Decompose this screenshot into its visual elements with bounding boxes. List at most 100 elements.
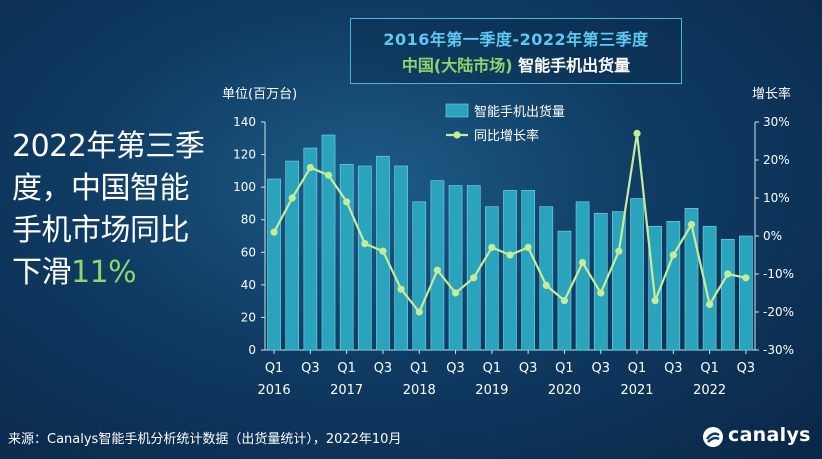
growth-point [451, 289, 460, 297]
y-tick-label: 120 [233, 148, 256, 162]
legend-line-label: 同比增长率 [474, 128, 539, 144]
x-tick-label: Q1 [410, 361, 429, 376]
bar [321, 134, 336, 351]
chart-title-market: 中国(大陆市场) [401, 56, 513, 75]
legend-line-marker [453, 131, 461, 139]
bar [575, 201, 590, 351]
growth-point [742, 274, 750, 282]
x-year-label: 2022 [693, 383, 726, 398]
bar [285, 160, 300, 351]
bar [539, 206, 554, 351]
x-tick-label: Q1 [628, 361, 647, 376]
x-year-label: 2020 [548, 383, 581, 398]
chart-title-box: 2016年第一季度-2022年第三季度 中国(大陆市场) 智能手机出货量 [350, 18, 682, 84]
growth-point [306, 164, 314, 172]
x-tick-label: Q3 [591, 361, 610, 376]
legend-bar-label: 智能手机出货量 [474, 104, 565, 120]
growth-point [506, 251, 514, 259]
growth-point [415, 308, 423, 316]
chart-title-metric: 智能手机出货量 [512, 56, 631, 75]
growth-point [397, 285, 405, 293]
y2-tick-label: 20% [763, 153, 790, 167]
bar [521, 190, 535, 351]
bar [612, 211, 626, 351]
growth-point [687, 221, 696, 229]
growth-point [288, 194, 296, 202]
x-tick-label: Q1 [483, 361, 502, 376]
x-year-label: 2019 [475, 383, 508, 398]
y2-tick-label: 10% [763, 191, 790, 205]
headline: 2022年第三季度，中国智能手机市场同比下滑11% [12, 126, 212, 294]
x-tick-label: Q3 [301, 361, 320, 376]
growth-point [542, 281, 550, 289]
growth-point [651, 297, 659, 305]
x-tick-label: Q3 [519, 361, 538, 376]
growth-point [633, 129, 641, 137]
growth-point [578, 259, 587, 267]
growth-point [597, 289, 605, 297]
x-tick-label: Q1 [337, 361, 356, 376]
y-tick-label: 40 [241, 278, 256, 292]
bar [303, 147, 318, 351]
y-tick-label: 60 [241, 245, 256, 259]
bar [720, 238, 735, 351]
y2-axis-title: 增长率 [752, 86, 791, 102]
headline-percent: 11% [71, 255, 137, 290]
bar [267, 178, 281, 351]
y-tick-label: 80 [241, 213, 256, 227]
growth-point [379, 247, 387, 255]
bar [357, 165, 372, 351]
y2-tick-label: -20% [763, 305, 794, 319]
canalys-logo-text: canalys [728, 424, 811, 446]
x-tick-label: Q3 [664, 361, 683, 376]
x-tick-label: Q1 [700, 361, 719, 376]
bar [394, 165, 408, 351]
x-year-label: 2016 [258, 383, 291, 398]
bar [430, 180, 445, 351]
y2-tick-label: -10% [763, 267, 794, 281]
growth-point [343, 198, 351, 206]
bar [412, 201, 427, 351]
growth-point [560, 297, 569, 305]
bar [630, 198, 644, 351]
x-tick-label: Q3 [374, 361, 393, 376]
x-tick-label: Q3 [446, 361, 465, 376]
y-axis-title: 单位(百万台) [222, 87, 297, 102]
growth-point [270, 228, 278, 236]
x-year-label: 2018 [403, 383, 436, 398]
y-tick-label: 0 [248, 343, 256, 357]
growth-point [706, 300, 714, 308]
y2-tick-label: 0% [763, 229, 782, 243]
y-tick-label: 140 [233, 115, 256, 129]
x-tick-label: Q1 [555, 361, 574, 376]
canalys-logo-icon [703, 427, 723, 447]
growth-point [433, 266, 442, 274]
growth-point [724, 270, 732, 278]
y-tick-label: 100 [233, 180, 256, 194]
chart-title-line1: 2016年第一季度-2022年第三季度 [383, 30, 649, 49]
bar [339, 164, 354, 351]
x-tick-label: Q3 [737, 361, 756, 376]
bar [503, 190, 517, 351]
canalys-logo: canalys [702, 424, 820, 450]
growth-point [669, 251, 677, 259]
x-year-label: 2021 [620, 383, 653, 398]
bar [648, 225, 663, 351]
source-note: 来源：Canalys智能手机分析统计数据（出货量统计），2022年10月 [8, 432, 402, 447]
y2-tick-label: -30% [763, 343, 794, 357]
growth-point [615, 247, 623, 255]
bar [666, 221, 681, 351]
chart-title-line2: 中国(大陆市场) 智能手机出货量 [351, 52, 681, 76]
bar [739, 235, 753, 351]
y2-tick-label: 30% [763, 115, 790, 129]
growth-point [488, 243, 496, 251]
growth-point [470, 274, 478, 282]
legend-bar-swatch [445, 103, 469, 118]
x-year-label: 2017 [330, 383, 363, 398]
growth-point [324, 171, 333, 179]
growth-point [361, 240, 369, 248]
bar [485, 206, 499, 351]
bar [684, 208, 699, 351]
